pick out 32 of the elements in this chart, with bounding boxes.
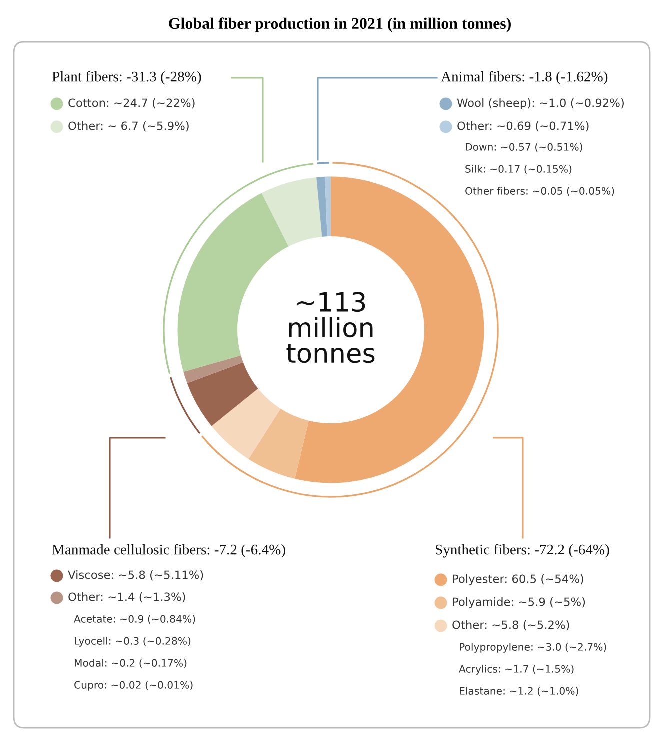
- legend-label: Other: ~5.8 (~5.2%): [452, 620, 570, 631]
- text: Animal fibers: -1.8 (-1.62%): [441, 71, 608, 85]
- text: Silk: ~0.17 (~0.15%): [466, 165, 572, 174]
- text: Polypropylene: ~3.0 (~2.7%): [460, 643, 606, 653]
- text: Cupro: ~0.02 (~0.01%): [74, 681, 193, 691]
- chart-title: Global fiber production in 2021 (in million tonnes): [169, 18, 511, 32]
- donut-slice: [325, 176, 331, 237]
- text: Synthetic fibers: -72.2 (-64%): [436, 544, 610, 558]
- text: Down: ~0.57 (~0.51%): [466, 143, 582, 152]
- legend-label: Other: ~1.4 (~1.3%): [68, 592, 186, 603]
- legend-label: Other: ~0.69 (~0.71%): [458, 121, 589, 132]
- legend-label: Polyamide: ~5.9 (~5%): [453, 597, 586, 609]
- text: Acrylics: ~1.7 (~1.5%): [459, 665, 574, 675]
- donut-slice: [316, 176, 328, 237]
- donut-slice: [248, 408, 309, 479]
- text: ~113 million tonnes: [286, 292, 375, 364]
- text: Modal: ~0.2 (~0.17%): [74, 659, 187, 668]
- text: Elastane: ~1.2 (~1.0%): [460, 687, 578, 696]
- text: Lyocell: ~0.3 (~0.28%): [74, 637, 191, 647]
- legend-label: Viscose: ~5.8 (~5.11%): [68, 570, 204, 581]
- legend-label: Cotton: ~24.7 (~22%): [68, 98, 195, 109]
- legend-label: Wool (sheep): ~1.0 (~0.92%): [457, 98, 624, 110]
- text: Acetate: ~0.9 (~0.84%): [74, 615, 196, 624]
- donut-slice: [212, 388, 281, 460]
- text: Plant fibers: -31.3 (-28%): [52, 71, 202, 85]
- text: Other fibers: ~0.05 (~0.05%): [466, 187, 614, 196]
- donut-slice: [184, 356, 244, 384]
- text: Manmade cellulosic fibers: -7.2 (-6.4%): [52, 544, 286, 558]
- donut-slice: [187, 362, 258, 426]
- legend-label: Polyester: 60.5 (~54%): [453, 574, 584, 586]
- legend-label: Other: ~ 6.7 (~5.9%): [68, 121, 189, 132]
- donut-slice: [262, 177, 322, 247]
